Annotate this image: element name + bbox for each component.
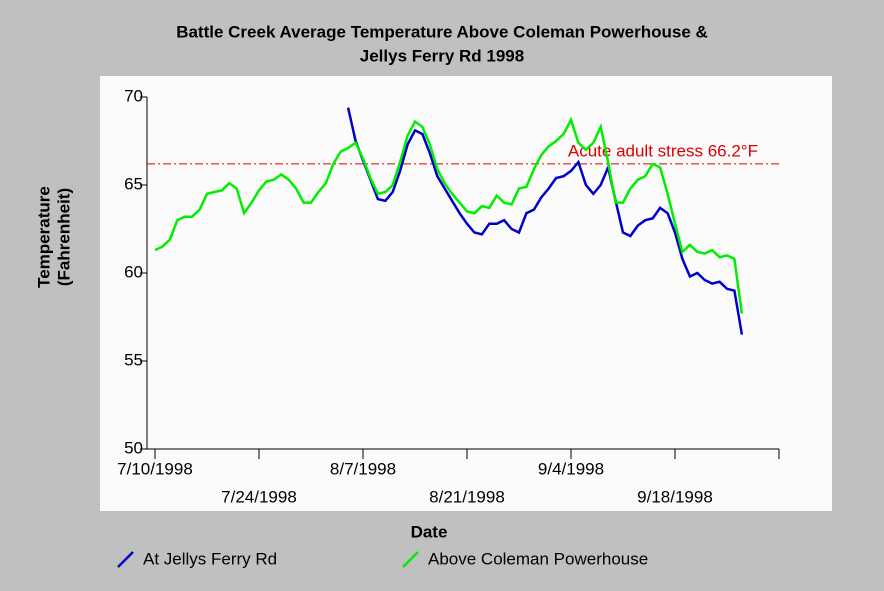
legend-label: Above Coleman Powerhouse [428,549,648,568]
y-axis-label-line: (Fahrenheit) [54,188,73,286]
x-tick-label: 8/21/1998 [429,487,505,506]
x-axis-label: Date [411,522,448,541]
series-line [154,116,744,314]
y-axis-label-line: Temperature [34,186,53,288]
y-axis-label: Temperature (Fahrenheit) [34,186,73,288]
y-tick-label: 50 [124,438,143,457]
x-tick-label: 8/7/1998 [330,459,396,478]
y-tick-label: 70 [124,86,143,105]
x-tick-label: 7/10/1998 [117,459,193,478]
chart-title: Battle Creek Average Temperature Above C… [176,22,708,41]
y-tick-label: 60 [124,262,143,281]
y-tick-label: 55 [124,350,143,369]
legend-label: At Jellys Ferry Rd [143,549,277,568]
x-tick-label: 9/4/1998 [538,459,604,478]
series-line [346,107,744,335]
x-tick-label: 7/24/1998 [221,487,297,506]
legend-swatch [117,551,134,568]
legend-swatch [402,551,419,568]
plot-panel [100,76,832,511]
reference-label: Acute adult stress 66.2°F [568,141,758,160]
chart-title: Jellys Ferry Rd 1998 [360,46,524,65]
y-tick-label: 65 [124,174,143,193]
x-tick-label: 9/18/1998 [637,487,713,506]
